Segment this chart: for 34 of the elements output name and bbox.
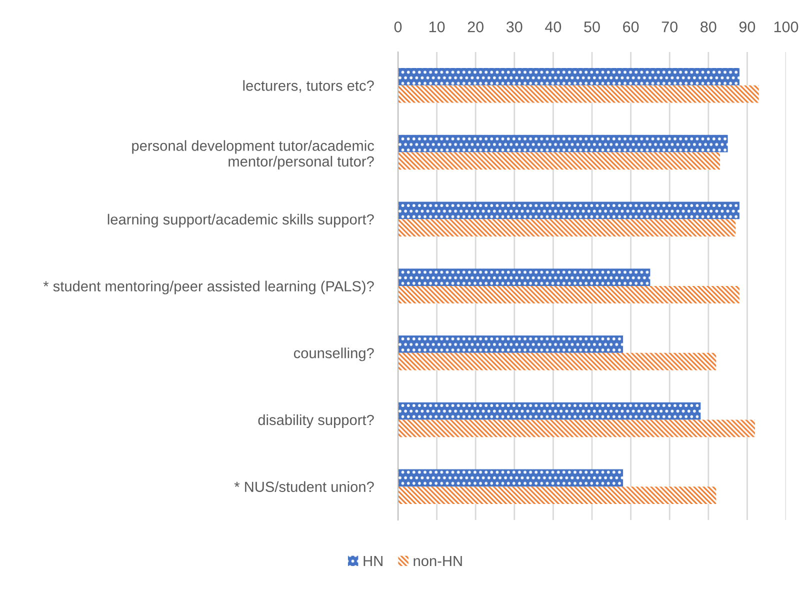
- x-tick-label: 30: [506, 21, 522, 32]
- x-tick-label: 20: [468, 21, 484, 32]
- bar: [398, 286, 740, 304]
- bar: [398, 352, 716, 370]
- bar: [398, 68, 740, 86]
- bar: [398, 85, 759, 103]
- x-tick-label: 50: [584, 21, 600, 32]
- bar: [398, 134, 728, 152]
- bar: [398, 402, 701, 420]
- bar: [398, 219, 736, 237]
- bar: [398, 469, 624, 487]
- y-tick-label: * NUS/student union?: [234, 481, 374, 492]
- x-tick-label: 100: [774, 21, 798, 32]
- y-tick-label: counselling?: [294, 348, 374, 362]
- bar: [398, 152, 720, 170]
- bar: [398, 335, 624, 353]
- bar: [398, 268, 650, 286]
- x-tick-label: 70: [662, 21, 678, 32]
- legend-label: HN: [364, 556, 382, 566]
- x-tick-label: 10: [429, 21, 445, 32]
- bar: [398, 420, 755, 438]
- y-tick-label: learning support/academic skills support?: [108, 214, 374, 228]
- y-tick-label: disability support?: [258, 414, 374, 428]
- x-tick-label: 60: [623, 21, 639, 32]
- x-tick-label: 0: [394, 21, 402, 32]
- bar: [398, 202, 740, 220]
- y-tick-label: lecturers, tutors etc?: [243, 80, 374, 93]
- y-tick-label: personal development tutor/academic mentor/personal tutor?: [132, 140, 374, 170]
- x-tick-label: 80: [700, 21, 716, 32]
- y-tick-label: * student mentoring/peer assisted learning (PALS)?: [43, 280, 374, 294]
- x-tick-label: 40: [545, 21, 562, 32]
- x-tick-label: 90: [739, 21, 756, 32]
- bar: [398, 486, 716, 504]
- legend-label: non-HN: [414, 556, 462, 566]
